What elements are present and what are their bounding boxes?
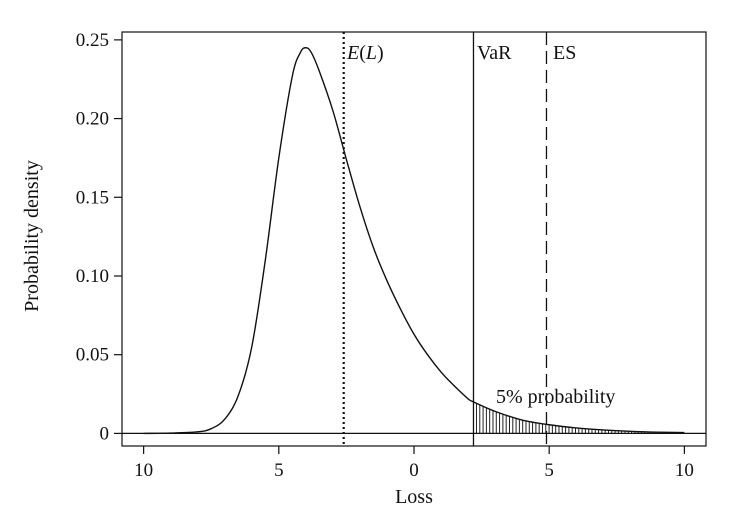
x-axis-label: Loss xyxy=(395,486,433,508)
y-tick-label: 0 xyxy=(100,423,110,444)
plot-area xyxy=(122,32,706,446)
marker-label-var: VaR xyxy=(477,42,512,64)
axes: 0 0.05 0.10 0.15 0.20 0.25 10 5 0 5 10 xyxy=(76,30,707,481)
marker-label-es: ES xyxy=(553,42,576,64)
tail-probability-label: 5% probability xyxy=(496,386,615,408)
x-tick-label: 10 xyxy=(675,460,694,481)
y-tick-label: 0.25 xyxy=(76,30,109,51)
y-tick-label: 0.10 xyxy=(76,266,109,287)
x-tick-label: 10 xyxy=(134,460,153,481)
plot-frame xyxy=(121,31,707,447)
y-tick-label: 0.05 xyxy=(76,345,109,366)
x-tick-label: 0 xyxy=(409,460,419,481)
x-tick-label: 5 xyxy=(274,460,284,481)
y-tick-label: 0.20 xyxy=(76,109,109,130)
x-tick-label: 5 xyxy=(544,460,554,481)
y-axis-label: Probability density xyxy=(21,160,43,312)
density-curve xyxy=(143,47,685,435)
marker-label-expected-loss: E(L) xyxy=(346,42,384,64)
y-tick-label: 0.15 xyxy=(76,187,109,208)
